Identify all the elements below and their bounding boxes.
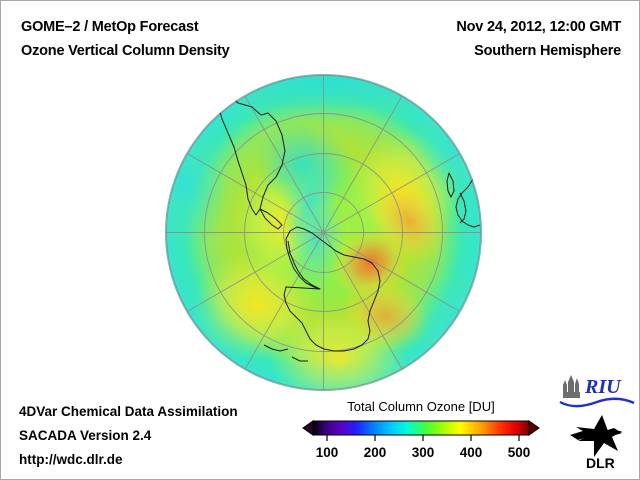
colorbar-ticks — [326, 435, 520, 441]
ozone-field — [165, 74, 482, 391]
cathedral-icon — [563, 375, 580, 398]
footer-url: http://wdc.dlr.de — [19, 452, 123, 467]
dlr-wordmark: DLR — [586, 455, 615, 471]
colorbar-tick-label: 300 — [411, 445, 435, 460]
colorbar-tick-labels: 100 200 300 400 500 — [301, 445, 541, 465]
header-instrument-title: GOME–2 / MetOp Forecast — [21, 19, 199, 35]
dlr-logo: DLR — [564, 413, 634, 471]
riu-wordmark: RIU — [584, 376, 622, 398]
colorbar-extend-low — [302, 420, 314, 436]
footer-version: SACADA Version 2.4 — [19, 428, 152, 443]
dlr-mark-icon — [570, 415, 622, 457]
colorbar-tick-label: 200 — [363, 445, 387, 460]
colorbar-tick-label: 500 — [507, 445, 531, 460]
wave-icon — [559, 397, 635, 408]
graticule-meridians — [166, 75, 481, 390]
footer-method: 4DVar Chemical Data Assimilation — [19, 404, 238, 419]
riu-logo: RIU — [557, 372, 637, 410]
header-region: Southern Hemisphere — [474, 43, 621, 59]
colorbar-tick-label: 100 — [315, 445, 339, 460]
colorbar-extend-high — [528, 420, 540, 436]
colorbar-tick-label: 400 — [459, 445, 483, 460]
colorbar: Total Column Ozone [DU] — [301, 399, 541, 471]
header-product-title: Ozone Vertical Column Density — [21, 43, 230, 59]
globe-map — [164, 73, 483, 392]
header-timestamp: Nov 24, 2012, 12:00 GMT — [456, 19, 621, 35]
colorbar-gradient — [302, 420, 540, 441]
colorbar-title: Total Column Ozone [DU] — [347, 399, 495, 414]
